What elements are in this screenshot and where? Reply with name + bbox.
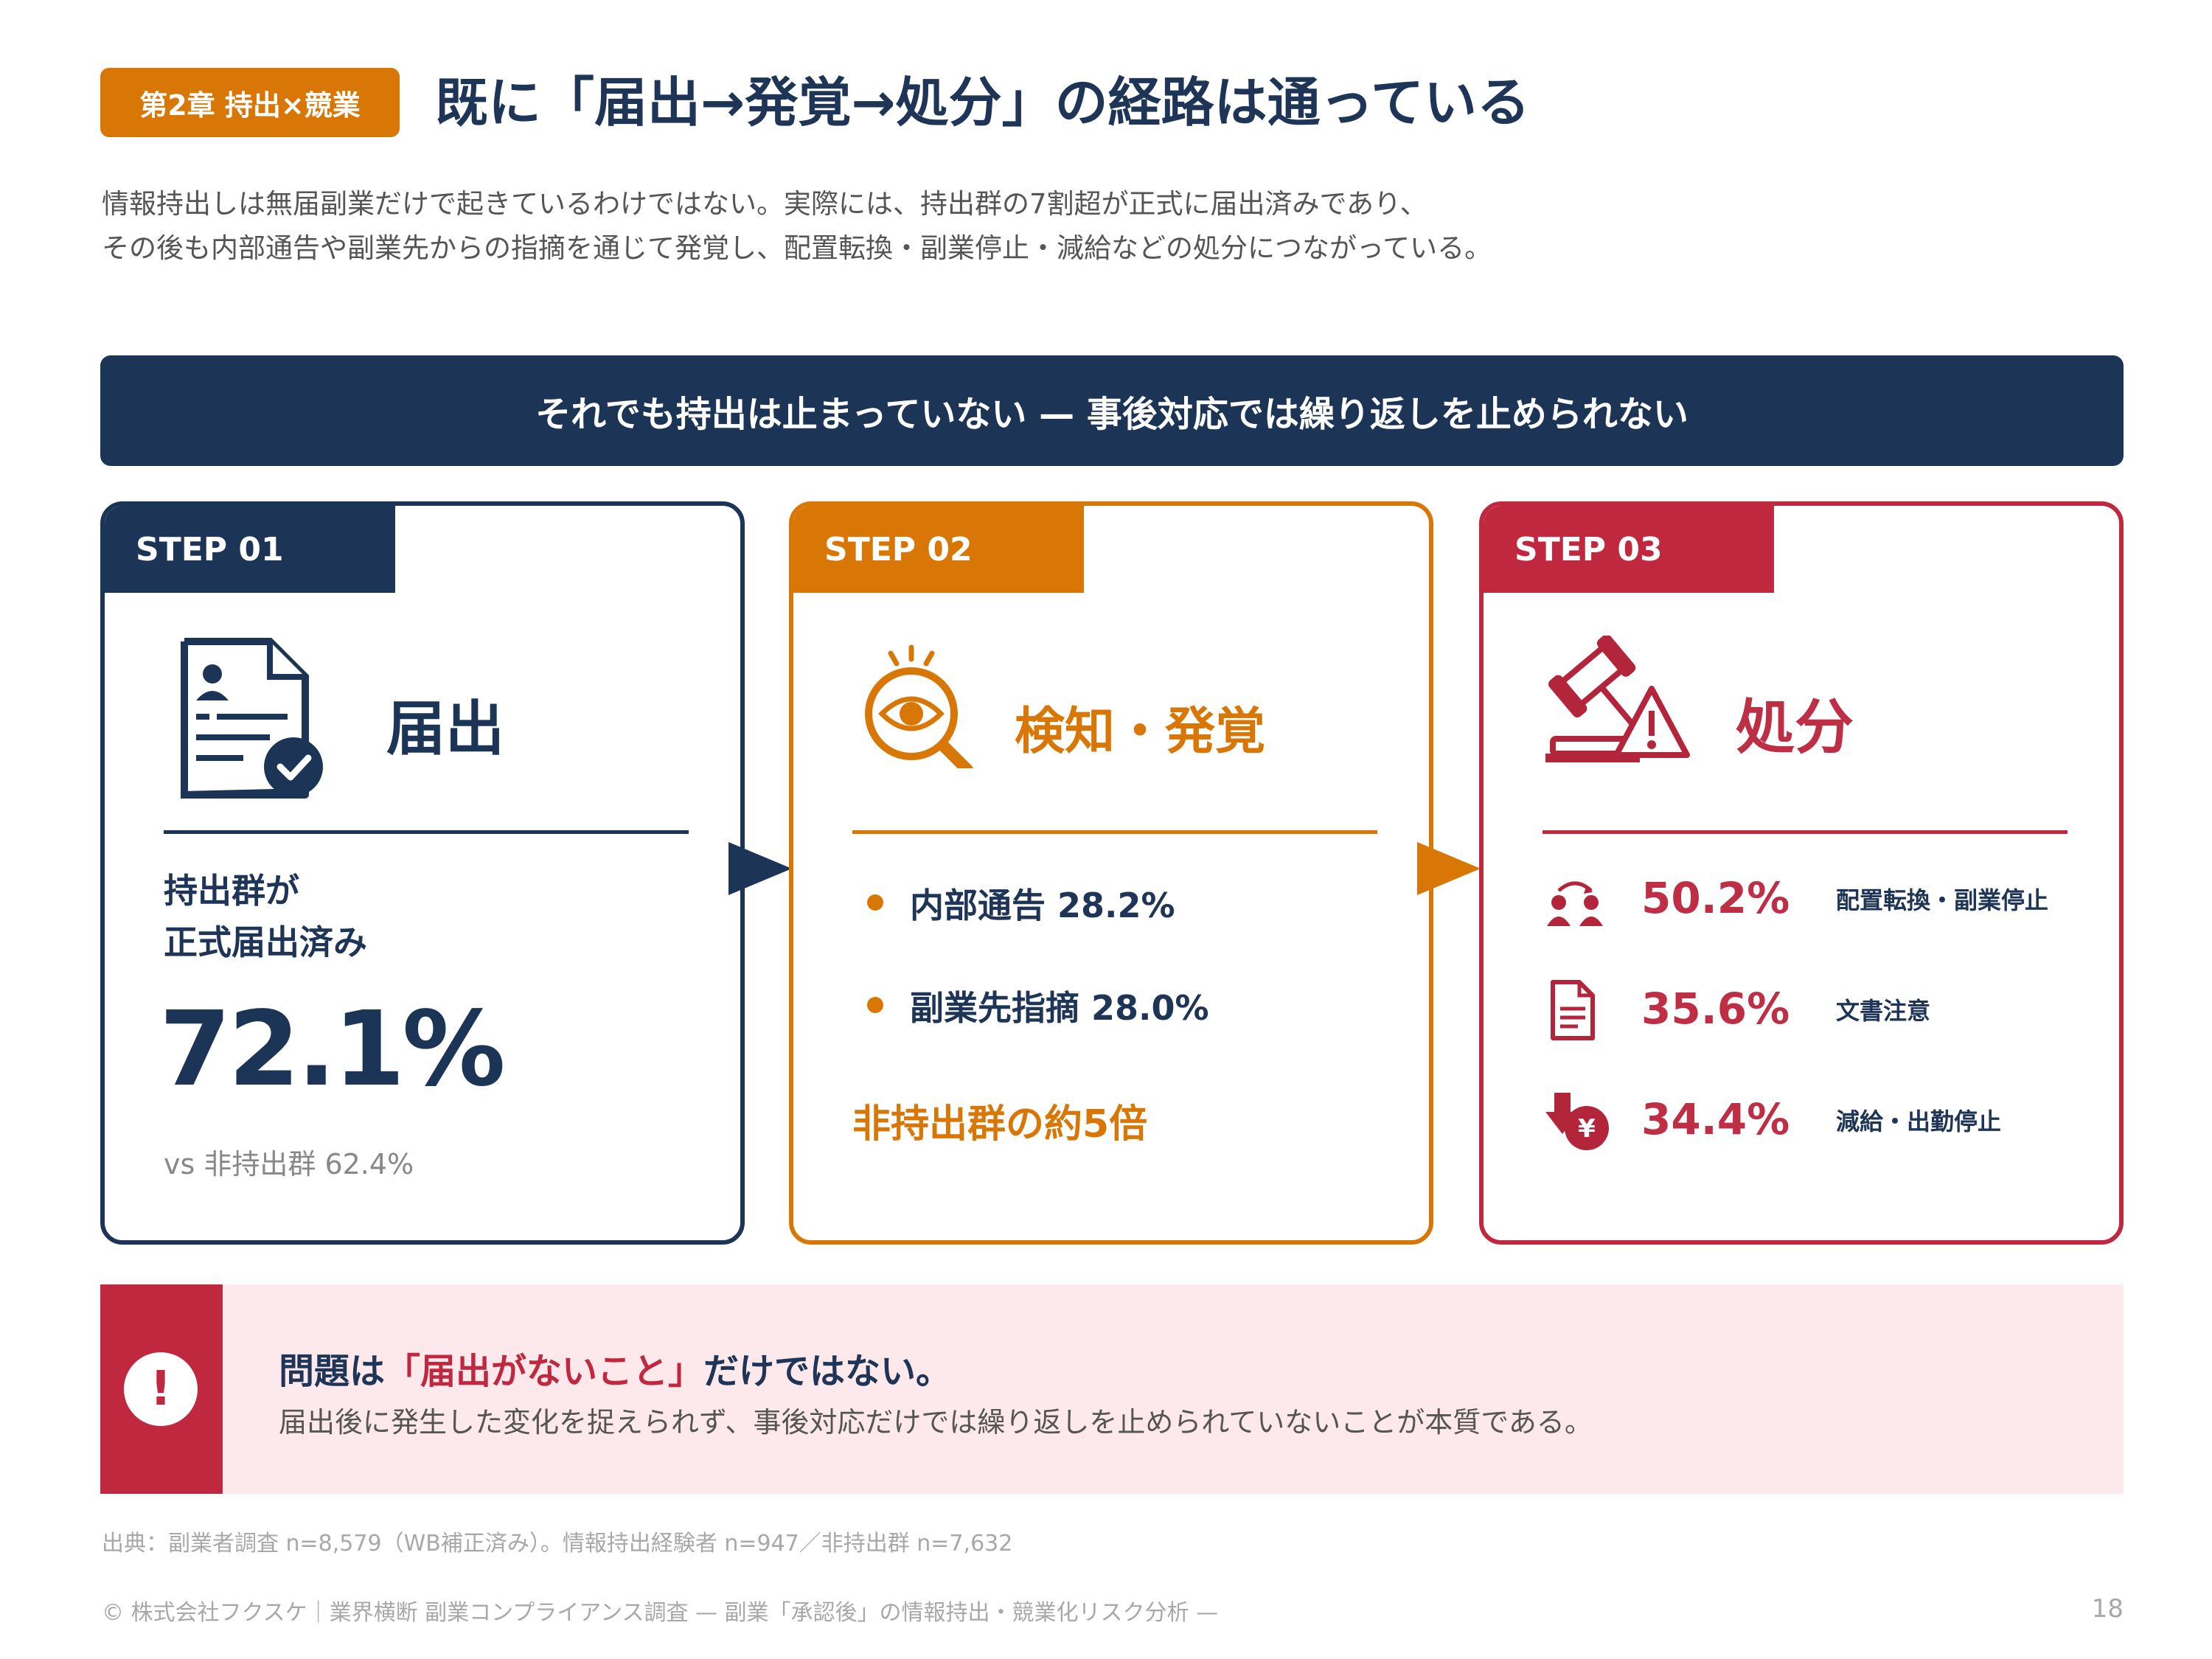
step-01-label-1: 持出群が bbox=[164, 871, 299, 911]
step-03-tab: STEP 03 bbox=[1484, 506, 1774, 593]
exclamation-icon: ! bbox=[124, 1352, 198, 1426]
step-01-card: STEP 01 届出 持出群が 正式届出済み 72.1% vs 非持出群 62.… bbox=[100, 501, 745, 1245]
step-02-card: STEP 02 検知・発覚 内部通告 28.2% 副業先指摘 28.0% 非持出… bbox=[789, 501, 1433, 1245]
step-02-note: 非持出群の約5倍 bbox=[852, 1102, 1148, 1147]
penalty-label-1: 配置転換・副業停止 bbox=[1836, 886, 2049, 914]
penalty-value-2: 35.6% bbox=[1641, 984, 1790, 1034]
step-02-divider bbox=[852, 830, 1377, 834]
step-01-compare: vs 非持出群 62.4% bbox=[164, 1148, 414, 1180]
step-03-divider bbox=[1543, 830, 2067, 834]
alert-title-prefix: 問題は bbox=[279, 1351, 386, 1392]
step-01-title: 届出 bbox=[386, 695, 504, 763]
bullet-dot bbox=[867, 997, 883, 1013]
document-icon bbox=[1551, 980, 1595, 1040]
step-03-title: 処分 bbox=[1736, 693, 1854, 762]
penalty-label-3: 減給・出勤停止 bbox=[1836, 1107, 2002, 1135]
penalty-value-3: 34.4% bbox=[1641, 1094, 1790, 1144]
alert-title-highlight: 「届出がないこと」 bbox=[385, 1351, 704, 1392]
step-02-title: 検知・発覚 bbox=[1015, 703, 1266, 761]
intro-line-1: 情報持出しは無届副業だけで起きているわけではない。実際には、持出群の7割超が正式… bbox=[102, 188, 1427, 220]
people-transfer-icon bbox=[1547, 881, 1603, 926]
alert-title-suffix: だけではない。 bbox=[703, 1351, 952, 1392]
document-check-icon bbox=[181, 638, 323, 799]
penalty-value-1: 50.2% bbox=[1641, 873, 1790, 923]
flow-arrow-2 bbox=[1417, 842, 1481, 895]
step-01-value: 72.1% bbox=[159, 990, 506, 1110]
bullet-dot bbox=[867, 894, 883, 911]
source-note: 出典：副業者調査 n=8,579（WB補正済み）。情報持出経験者 n=947／非… bbox=[102, 1531, 1013, 1557]
footer-copyright: © 株式会社フクスケ｜業界横断 副業コンプライアンス調査 — 副業「承認後」の情… bbox=[102, 1600, 1219, 1626]
alert-box bbox=[100, 1284, 2124, 1494]
alert-title: 問題は「届出がないこと」だけではない。 bbox=[279, 1342, 951, 1394]
intro-line-2: その後も内部通告や副業先からの指摘を通じて発覚し、配置転換・副業停止・減給などの… bbox=[102, 232, 1492, 264]
step-01-tab: STEP 01 bbox=[105, 506, 395, 593]
bullet-partner-notice: 副業先指摘 28.0% bbox=[910, 988, 1209, 1028]
salary-down-icon: ¥ bbox=[1545, 1093, 1609, 1150]
summary-banner: それでも持出は止まっていない — 事後対応では繰り返しを止められない bbox=[100, 355, 2124, 466]
gavel-warning-icon bbox=[1545, 636, 1690, 762]
page-number: 18 bbox=[2091, 1594, 2124, 1624]
alert-body: 届出後に発生した変化を捉えられず、事後対応だけでは繰り返しを止められていないこと… bbox=[279, 1406, 1593, 1439]
flow-arrow-1 bbox=[728, 842, 792, 895]
step-03-card: STEP 03 処分 50.2% 配置転換・副業停止 35.6% 文書注意 bbox=[1479, 501, 2124, 1245]
page-title: 既に「届出→発覚→処分」の経路は通っている bbox=[435, 72, 1531, 133]
step-01-divider bbox=[164, 830, 689, 834]
penalty-label-2: 文書注意 bbox=[1836, 997, 1931, 1025]
step-02-tab: STEP 02 bbox=[793, 506, 1084, 593]
step-01-label-2: 正式届出済み bbox=[164, 922, 367, 962]
bullet-internal-report: 内部通告 28.2% bbox=[910, 886, 1175, 925]
svg-text:¥: ¥ bbox=[1578, 1114, 1596, 1144]
chapter-badge: 第2章 持出×競業 bbox=[100, 68, 400, 137]
magnifier-eye-icon bbox=[865, 644, 973, 768]
